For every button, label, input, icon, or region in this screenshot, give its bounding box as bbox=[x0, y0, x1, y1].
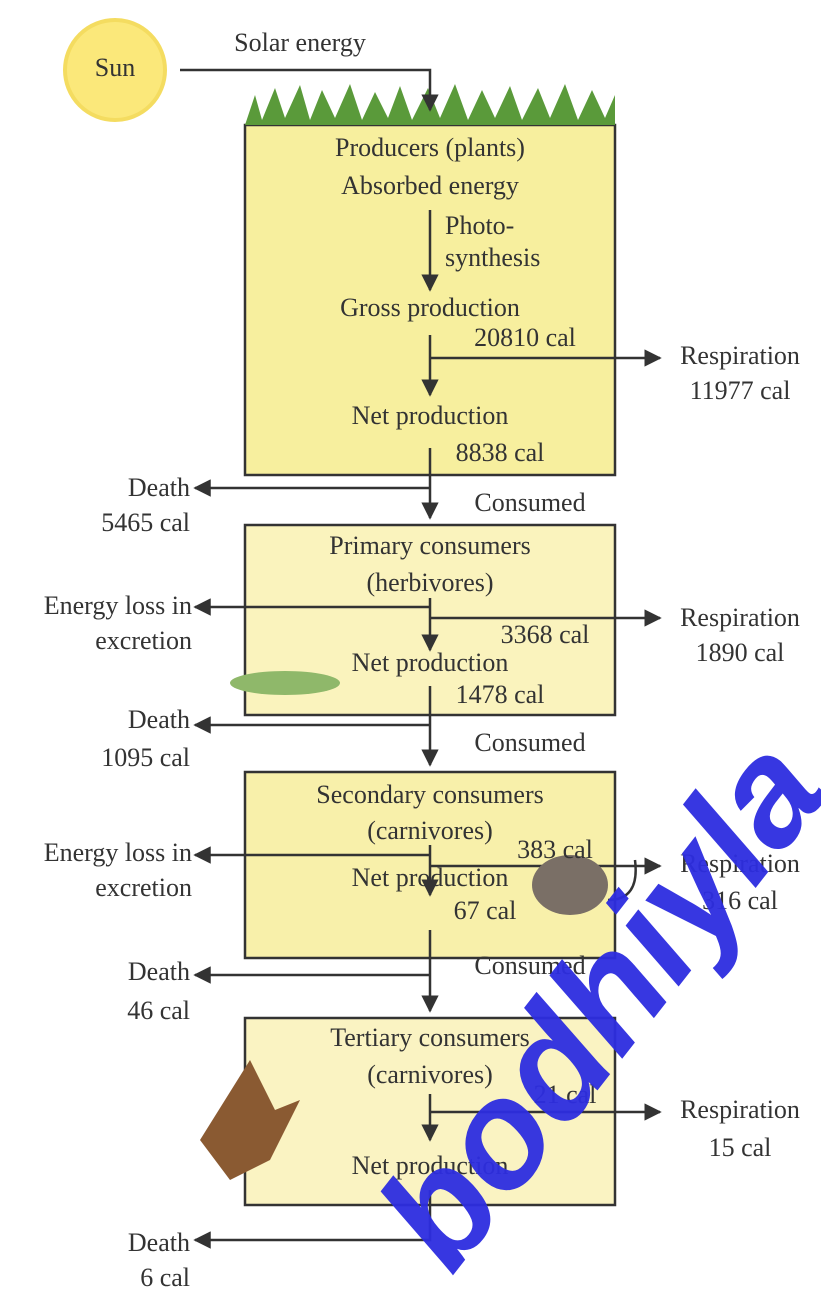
label: 383 cal bbox=[517, 835, 593, 864]
label: Consumed bbox=[474, 728, 585, 757]
label: (carnivores) bbox=[367, 816, 493, 845]
label: Net production bbox=[352, 863, 509, 892]
label: excretion bbox=[95, 873, 192, 902]
label: 5465 cal bbox=[101, 508, 190, 537]
label: Primary consumers bbox=[329, 531, 530, 560]
label: Sun bbox=[95, 53, 135, 82]
label: Death bbox=[128, 473, 190, 502]
label: (herbivores) bbox=[366, 568, 493, 597]
label: Death bbox=[128, 705, 190, 734]
label: Secondary consumers bbox=[316, 780, 543, 809]
label: Solar energy bbox=[234, 28, 366, 57]
label: Gross production bbox=[340, 293, 520, 322]
label: Respiration bbox=[680, 341, 800, 370]
label: 1478 cal bbox=[456, 680, 545, 709]
label: 1890 cal bbox=[696, 638, 785, 667]
label: 6 cal bbox=[140, 1263, 190, 1292]
label: synthesis bbox=[445, 243, 540, 272]
label: Death bbox=[128, 1228, 190, 1257]
label: Consumed bbox=[474, 488, 585, 517]
label: Energy loss in bbox=[44, 838, 192, 867]
label: Absorbed energy bbox=[341, 171, 519, 200]
label: 15 cal bbox=[709, 1133, 772, 1162]
label: excretion bbox=[95, 626, 192, 655]
grasshopper bbox=[230, 671, 340, 695]
label: 1095 cal bbox=[101, 743, 190, 772]
label: 67 cal bbox=[454, 896, 517, 925]
label: 8838 cal bbox=[456, 438, 545, 467]
diagram: Sun Solar energy Producers (plants) Absorbe… bbox=[0, 0, 821, 1296]
label: 11977 cal bbox=[690, 376, 791, 405]
label: Net production bbox=[352, 401, 509, 430]
label: Energy loss in bbox=[44, 591, 192, 620]
label: Respiration bbox=[680, 603, 800, 632]
label: Producers (plants) bbox=[335, 133, 525, 162]
label: 46 cal bbox=[127, 996, 190, 1025]
label: 20810 cal bbox=[474, 323, 576, 352]
label: Photo- bbox=[445, 211, 514, 240]
label: Respiration bbox=[680, 1095, 800, 1124]
label: 3368 cal bbox=[501, 620, 590, 649]
label: Death bbox=[128, 957, 190, 986]
label: Net production bbox=[352, 648, 509, 677]
